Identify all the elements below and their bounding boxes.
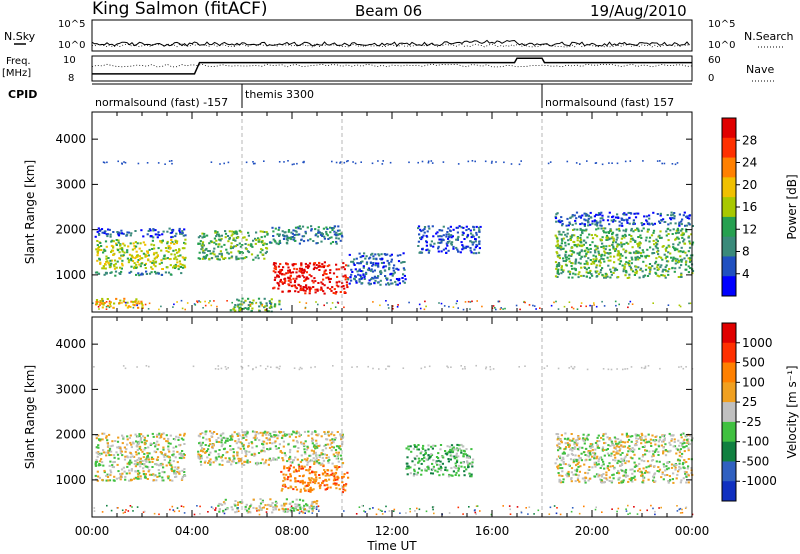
x-tick-label: 04:00	[175, 524, 210, 538]
y-tick-label: 3000	[55, 177, 86, 191]
y-tick-label: 1000	[55, 268, 86, 282]
y-tick-label: 4000	[55, 337, 86, 351]
colorbar-tick: 16	[742, 200, 757, 214]
nsearch-tick-top: 10^5	[708, 19, 735, 30]
colorbar-tick: 20	[742, 178, 757, 192]
y-tick-label: 2000	[55, 428, 86, 442]
y-tick-label: 1000	[55, 473, 86, 487]
nsearch-tick-bottom: 10^0	[708, 40, 735, 51]
freq-panel: Freq. [MHz] 10 8 60 0 Nave	[2, 55, 776, 84]
colorbar-tick: 8	[742, 245, 750, 259]
colorbar-tick: 500	[742, 356, 765, 370]
cpid-segment-label: themis 3300	[245, 88, 314, 101]
colorbar-tick: -1000	[742, 474, 777, 488]
colorbar-tick: -25	[742, 415, 762, 429]
cpid-segment-label: normalsound (fast) -157	[95, 96, 228, 109]
nsky-label: N.Sky	[4, 30, 36, 43]
date-label: 19/Aug/2010	[590, 2, 687, 20]
freq-tick-top: 10	[63, 55, 76, 66]
y-tick-label: 3000	[55, 382, 86, 396]
colorbar: 28 24 20 16 12 8 4 Power [dB]	[721, 117, 799, 297]
nave-tick-top: 60	[708, 55, 721, 66]
colorbar-tick: -100	[742, 435, 769, 449]
beam-label: Beam 06	[355, 2, 422, 20]
cpid-band: CPID normalsound (fast) -157 themis 3300 n…	[8, 83, 692, 109]
nsky-panel: N.Sky 10^5 10^0 10^5 10^0 N.Search	[4, 19, 794, 52]
colorbar-title: Velocity [m s⁻¹]	[785, 365, 799, 458]
colorbar-tick: 24	[742, 156, 757, 170]
freq-tick-bottom: 8	[68, 73, 74, 84]
colorbar-tick: 100	[742, 375, 765, 389]
station-title: King Salmon (fitACF)	[92, 0, 268, 19]
nsky-tick-bottom: 10^0	[58, 40, 85, 51]
x-tick-label: 20:00	[575, 524, 610, 538]
velocity-panel: 4000 3000 2000 1000 Slant Range [km] 00:00 04:…	[23, 316, 799, 538]
heatmap-cells	[93, 364, 694, 516]
x-tick-label: 08:00	[275, 524, 310, 538]
freq-label: Freq.	[6, 56, 31, 67]
x-tick-label: 00:00	[75, 524, 110, 538]
nave-label: Nave	[746, 63, 774, 76]
colorbar-title: Power [dB]	[785, 174, 799, 239]
x-axis-title: Time UT	[366, 539, 417, 553]
y-axis-title: Slant Range [km]	[23, 160, 37, 264]
cpid-label: CPID	[8, 88, 37, 101]
heatmap-cells	[92, 160, 695, 313]
colorbar: 1000 500 100 25 -25 -100 -500 -1000 Velocity [m …	[721, 322, 799, 502]
colorbar-tick: 25	[742, 395, 757, 409]
nsky-tick-top: 10^5	[58, 19, 85, 30]
y-axis-title: Slant Range [km]	[23, 365, 37, 469]
nsearch-label: N.Search	[744, 30, 794, 43]
nave-tick-bottom: 0	[708, 73, 714, 84]
colorbar-tick: 12	[742, 222, 757, 236]
x-tick-label: 00:00	[675, 524, 710, 538]
freq-unit: [MHz]	[2, 68, 31, 79]
colorbar-tick: -500	[742, 454, 769, 468]
power-panel: 4000 3000 2000 1000 Slant Range [km] 28 24 20 16…	[23, 111, 799, 313]
cpid-segment-label: normalsound (fast) 157	[545, 96, 674, 109]
y-tick-label: 2000	[55, 223, 86, 237]
colorbar-tick: 28	[742, 133, 757, 147]
x-tick-label: 12:00	[375, 524, 410, 538]
x-tick-label: 16:00	[475, 524, 510, 538]
colorbar-tick: 1000	[742, 336, 773, 350]
colorbar-tick: 4	[742, 267, 750, 281]
y-tick-label: 4000	[55, 132, 86, 146]
